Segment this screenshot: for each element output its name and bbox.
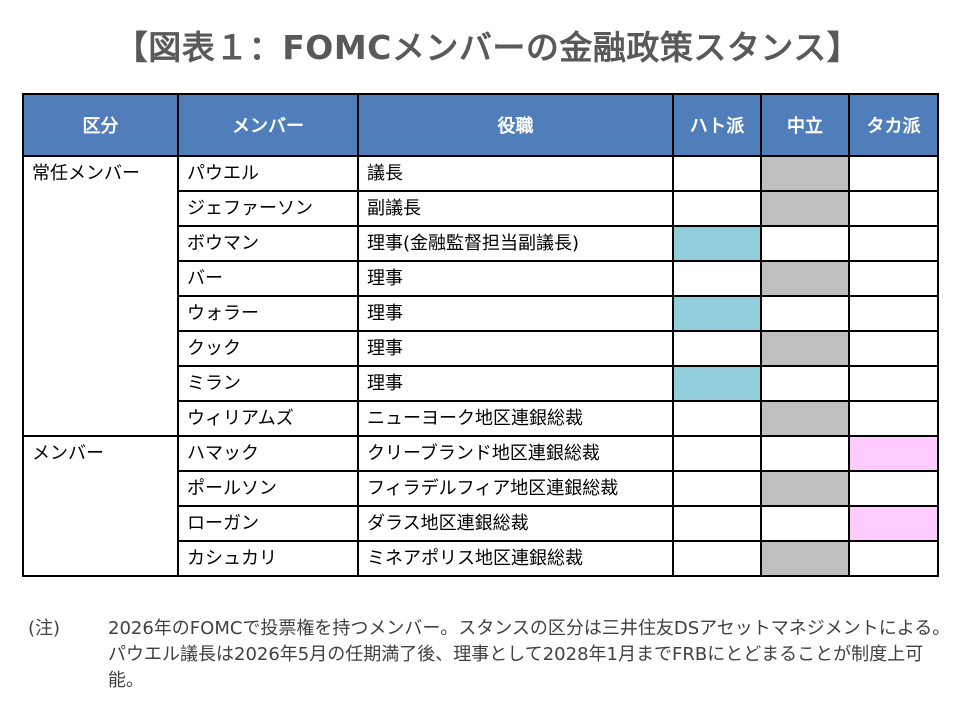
group-label: 常任メンバー xyxy=(22,155,179,437)
stance-cell-hawk xyxy=(848,505,939,542)
stance-cell-neutral xyxy=(760,330,850,367)
stance-cell-hawk xyxy=(848,295,939,332)
stance-cell-hawk xyxy=(848,225,939,262)
stance-cell-hawk xyxy=(848,365,939,402)
stance-cell-dove xyxy=(672,155,762,192)
stance-cell-hawk xyxy=(848,190,939,227)
table-row: ウィリアムズ ニューヨーク地区連銀総裁 xyxy=(23,400,939,437)
stance-cell-dove xyxy=(672,505,762,542)
table-row: ジェファーソン 副議長 xyxy=(23,190,939,227)
stance-cell-dove xyxy=(672,225,762,262)
table-body: 常任メンバー パウエル 議長 ジェファーソン 副議長 ボウマン 理事(金融監督担当副議長) バ… xyxy=(22,155,939,577)
member-name: ボウマン xyxy=(177,225,359,262)
stance-cell-hawk xyxy=(848,400,939,437)
member-position: 理事 xyxy=(357,260,674,297)
table-row: ボウマン 理事(金融監督担当副議長) xyxy=(23,225,939,262)
member-position: 理事 xyxy=(357,330,674,367)
stance-cell-dove xyxy=(672,295,762,332)
member-name: ウォラー xyxy=(177,295,359,332)
stance-cell-neutral xyxy=(760,190,850,227)
table-row: クック 理事 xyxy=(23,330,939,367)
member-name: ハマック xyxy=(177,435,359,472)
stance-cell-hawk xyxy=(848,470,939,507)
member-name: バー xyxy=(177,260,359,297)
stance-cell-neutral xyxy=(760,505,850,542)
stance-cell-neutral xyxy=(760,540,850,577)
stance-cell-neutral xyxy=(760,470,850,507)
stance-cell-hawk xyxy=(848,260,939,297)
footnote: (注) 2026年のFOMCで投票権を持つメンバー。スタンスの区分は三井住友DS… xyxy=(28,616,958,694)
stance-cell-hawk xyxy=(848,330,939,367)
table-row: 常任メンバー パウエル 議長 xyxy=(22,155,939,437)
stance-cell-neutral xyxy=(760,365,850,402)
member-name: カシュカリ xyxy=(177,540,359,577)
stance-cell-hawk xyxy=(848,155,939,192)
page-title: 【図表１：FOMCメンバーの金融政策スタンス】 xyxy=(114,28,861,67)
member-position: 副議長 xyxy=(357,190,674,227)
stance-cell-neutral xyxy=(760,400,850,437)
stance-cell-neutral xyxy=(760,155,850,192)
header-neutral: 中立 xyxy=(760,93,850,157)
member-position: ミネアポリス地区連銀総裁 xyxy=(357,540,674,577)
member-position: クリーブランド地区連銀総裁 xyxy=(357,435,674,472)
stance-cell-dove xyxy=(672,540,762,577)
member-position: ニューヨーク地区連銀総裁 xyxy=(357,400,674,437)
stance-cell-dove xyxy=(672,260,762,297)
member-name: ジェファーソン xyxy=(177,190,359,227)
table-row: メンバー ハマック クリーブランド地区連銀総裁 xyxy=(22,435,939,577)
member-position: 議長 xyxy=(357,155,674,192)
stance-cell-hawk xyxy=(848,435,939,472)
header-hawk: タカ派 xyxy=(848,93,939,157)
member-name: パウエル xyxy=(177,155,359,192)
stance-cell-dove xyxy=(672,435,762,472)
header-position: 役職 xyxy=(357,93,674,157)
member-name: ローガン xyxy=(177,505,359,542)
header-category: 区分 xyxy=(22,93,179,157)
table-header-row: 区分 メンバー 役職 ハト派 中立 タカ派 xyxy=(22,93,939,157)
stance-cell-neutral xyxy=(760,260,850,297)
table-row: ポールソン フィラデルフィア地区連銀総裁 xyxy=(23,470,939,507)
member-position: 理事 xyxy=(357,295,674,332)
table-row: カシュカリ ミネアポリス地区連銀総裁 xyxy=(23,540,939,577)
stance-cell-dove xyxy=(672,330,762,367)
stance-cell-dove xyxy=(672,470,762,507)
header-member: メンバー xyxy=(177,93,359,157)
member-name: ポールソン xyxy=(177,470,359,507)
stance-cell-dove xyxy=(672,400,762,437)
stance-cell-neutral xyxy=(760,225,850,262)
table-row: バー 理事 xyxy=(23,260,939,297)
group-label: メンバー xyxy=(22,435,179,577)
table-row: ミラン 理事 xyxy=(23,365,939,402)
member-position: フィラデルフィア地区連銀総裁 xyxy=(357,470,674,507)
table-row: ウォラー 理事 xyxy=(23,295,939,332)
stance-cell-dove xyxy=(672,365,762,402)
table-row: ローガン ダラス地区連銀総裁 xyxy=(23,505,939,542)
stance-cell-dove xyxy=(672,190,762,227)
footnote-label: (注) xyxy=(28,618,61,639)
member-name: ミラン xyxy=(177,365,359,402)
stance-cell-hawk xyxy=(848,540,939,577)
member-name: クック xyxy=(177,330,359,367)
member-position: 理事 xyxy=(357,365,674,402)
fomc-stance-table: 区分 メンバー 役職 ハト派 中立 タカ派 常任メンバー パウエル 議長 ジェファーソ… xyxy=(22,93,939,577)
member-position: 理事(金融監督担当副議長) xyxy=(357,225,674,262)
stance-cell-neutral xyxy=(760,435,850,472)
stance-cell-neutral xyxy=(760,295,850,332)
footnote-text: 2026年のFOMCで投票権を持つメンバー。スタンスの区分は三井住友DSアセット… xyxy=(108,618,951,691)
member-name: ウィリアムズ xyxy=(177,400,359,437)
header-dove: ハト派 xyxy=(672,93,762,157)
member-position: ダラス地区連銀総裁 xyxy=(357,505,674,542)
